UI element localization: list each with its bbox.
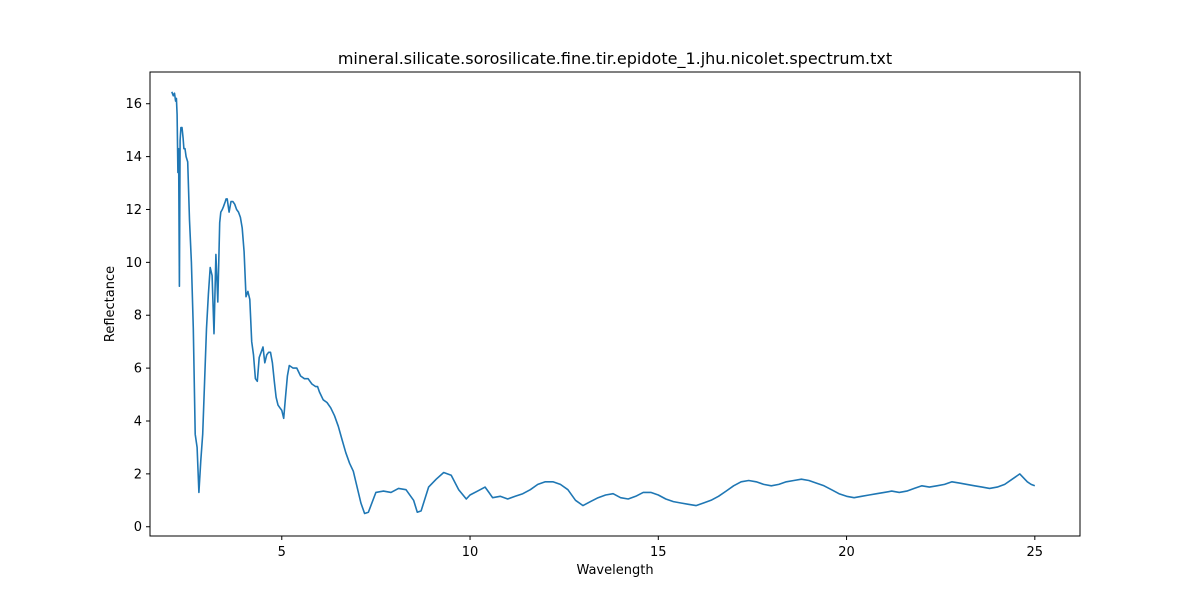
x-tick-label: 10 — [462, 545, 479, 560]
x-axis: 5 10 15 20 25 — [278, 536, 1043, 560]
series-line — [171, 91, 1036, 515]
y-tick-label: 10 — [125, 256, 142, 271]
y-tick-label: 4 — [134, 414, 142, 429]
y-axis: 0 2 4 6 8 10 12 14 16 — [125, 97, 150, 535]
x-tick-label: 15 — [650, 545, 667, 560]
plot-area — [171, 91, 1036, 515]
y-tick-label: 2 — [134, 467, 142, 482]
y-axis-label: Reflectance — [103, 266, 118, 342]
x-tick-label: 25 — [1027, 545, 1044, 560]
y-tick-label: 6 — [134, 362, 142, 377]
y-tick-label: 12 — [125, 203, 142, 218]
chart-title: mineral.silicate.sorosilicate.fine.tir.e… — [338, 49, 892, 69]
x-tick-label: 5 — [278, 545, 286, 560]
y-tick-label: 0 — [134, 520, 142, 535]
y-tick-label: 8 — [134, 309, 142, 324]
x-axis-label: Wavelength — [576, 563, 653, 578]
y-tick-label: 14 — [125, 150, 142, 165]
plot-frame — [149, 71, 1081, 537]
y-tick-label: 16 — [125, 97, 142, 112]
x-tick-label: 20 — [838, 545, 855, 560]
